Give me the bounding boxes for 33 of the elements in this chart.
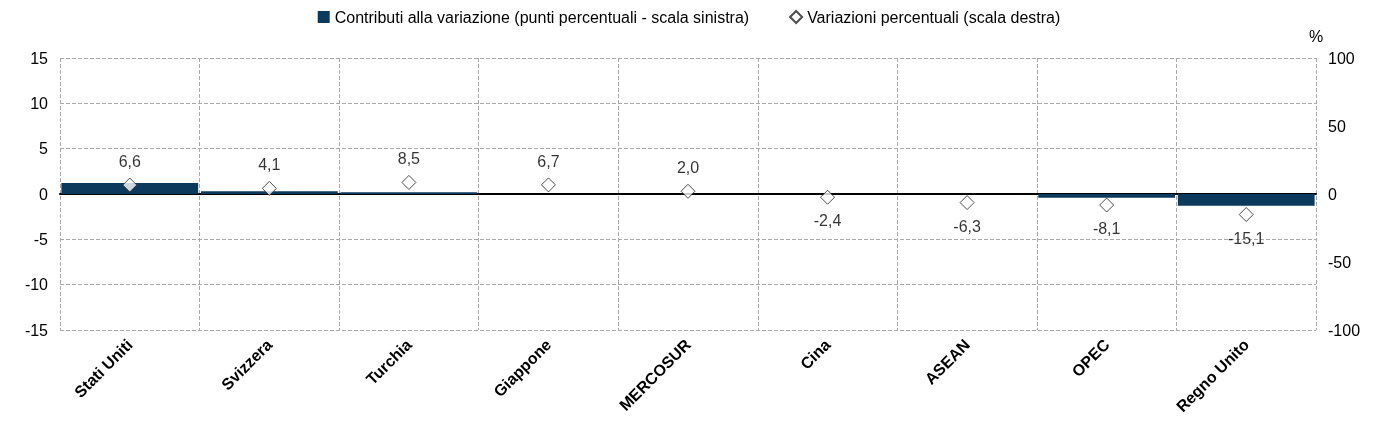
bar: [1177, 194, 1315, 206]
y2-tick-label: 100: [1328, 49, 1355, 67]
data-label: 6,7: [537, 152, 560, 170]
point: [820, 189, 836, 205]
y-tick-label: 5: [39, 140, 49, 158]
bar: [1038, 194, 1176, 198]
y2-tick-label: -100: [1328, 321, 1361, 339]
data-label: -8,1: [1092, 220, 1121, 238]
y-tick-label: 15: [30, 49, 49, 67]
y-tick-label: 10: [30, 94, 49, 112]
legend-label: Contributi alla variazione (punti percentuali - scala sinistra): [334, 8, 750, 26]
bar: [61, 183, 199, 194]
data-label: 8,5: [397, 150, 421, 168]
point: [261, 180, 277, 196]
y2-axis-title: %: [1308, 27, 1324, 45]
data-label: 6,6: [118, 153, 141, 171]
y2-tick-label: 50: [1328, 117, 1346, 135]
y-tick-label: 0: [39, 185, 49, 203]
legend-label: Variazioni percentuali (scala destra): [807, 8, 1061, 26]
y2-tick-label: 0: [1328, 185, 1337, 203]
y-tick-label: -5: [33, 230, 49, 248]
y-tick-label: -10: [24, 276, 49, 294]
bar: [200, 191, 338, 194]
x-tick-label: Cina: [797, 335, 834, 373]
data-label: -15,1: [1227, 229, 1265, 247]
y-tick-label: -15: [24, 321, 49, 339]
y2-tick-label: -50: [1328, 253, 1352, 271]
point: [122, 177, 138, 193]
data-label: -6,3: [953, 217, 981, 235]
data-label: 2,0: [676, 159, 700, 177]
point: [680, 183, 696, 199]
data-label: 4,1: [258, 156, 281, 174]
data-label: -2,4: [813, 212, 842, 230]
